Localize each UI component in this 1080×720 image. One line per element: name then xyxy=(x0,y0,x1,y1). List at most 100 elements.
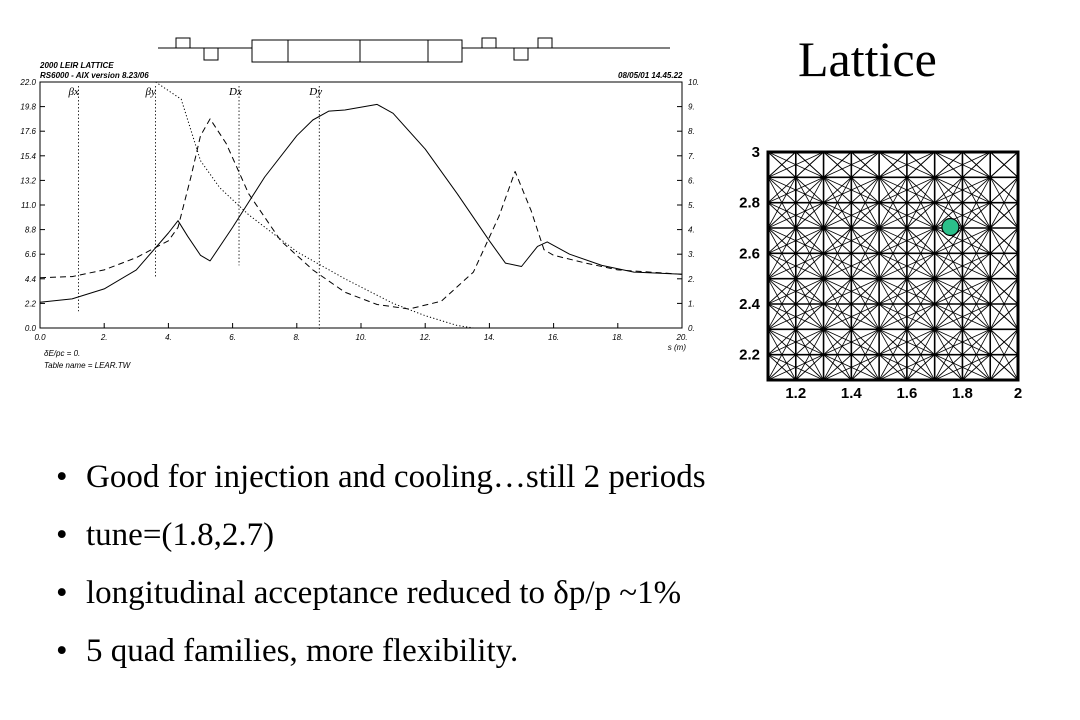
resonance-line xyxy=(795,303,824,330)
y-tick-label-right: 3. xyxy=(688,250,695,259)
resonance-line xyxy=(906,278,935,305)
tune-x-tick-label: 2 xyxy=(1014,385,1022,402)
resonance-line xyxy=(989,278,1019,305)
resonance-line xyxy=(934,227,963,254)
resonance-line xyxy=(934,303,991,330)
resonance-line xyxy=(767,227,797,254)
bullet-item: • tune=(1.8,2.7) xyxy=(56,506,706,564)
resonance-line xyxy=(850,329,880,381)
resonance-line xyxy=(989,151,1019,178)
resonance-line xyxy=(823,227,852,279)
resonance-line xyxy=(823,329,852,381)
bullet-text: Good for injection and cooling…still 2 p… xyxy=(86,459,706,495)
resonance-line xyxy=(851,303,880,330)
resonance-line xyxy=(906,177,935,203)
resonance-line xyxy=(767,151,797,178)
resonance-line xyxy=(878,278,935,305)
resonance-line xyxy=(962,227,991,254)
tune-x-tick-label: 1.2 xyxy=(785,385,806,402)
y-tick-label-left: 6.6 xyxy=(25,250,37,259)
resonance-line xyxy=(934,329,963,355)
resonance-line xyxy=(795,253,824,279)
resonance-line xyxy=(851,151,880,178)
resonance-line xyxy=(962,354,991,381)
y-tick-label-left: 13.2 xyxy=(20,176,36,185)
tune-diagram: 1.2 1.4 1.6 1.8 2 2.2 2.4 2.6 2.8 3 xyxy=(739,144,1022,402)
resonance-line xyxy=(934,177,963,229)
legend-label: Dx xyxy=(228,86,242,98)
bullet-text: longitudinal acceptance reduced to δp/p … xyxy=(86,575,682,611)
legend-label: Dy xyxy=(308,86,322,98)
resonance-line xyxy=(878,329,908,355)
y-tick-label-right: 10. xyxy=(688,78,699,87)
x-tick-label: 0.0 xyxy=(34,333,46,342)
resonance-line xyxy=(767,252,824,280)
resonance-line xyxy=(851,227,880,254)
magnet-block xyxy=(537,37,553,49)
resonance-line xyxy=(878,354,935,381)
bullet-item: • Good for injection and cooling…still 2 … xyxy=(56,448,706,506)
resonance-line xyxy=(767,151,824,178)
resonance-line xyxy=(795,202,824,229)
resonance-line xyxy=(934,278,991,305)
resonance-line xyxy=(767,278,797,330)
resonance-line xyxy=(878,354,908,381)
resonance-line xyxy=(767,354,797,381)
lattice-function-plot: 0.0 2. 4. 6. 8. 10. 12. 14. 16. 18. 20. 0.0 2.2 4.4 6.… xyxy=(19,37,699,370)
resonance-line xyxy=(989,177,1019,203)
x-tick-label: 20. xyxy=(675,333,687,342)
resonance-line xyxy=(962,177,991,229)
resonance-line xyxy=(767,177,797,229)
resonance-line xyxy=(906,227,935,254)
y-tick-label-left: 0.0 xyxy=(25,324,37,333)
bullet-dot: • xyxy=(56,517,68,553)
legend-label: βy xyxy=(145,86,156,98)
resonance-line xyxy=(851,177,880,203)
resonance-line xyxy=(989,354,1019,381)
resonance-line xyxy=(795,354,824,381)
x-tick-label: 2. xyxy=(100,333,108,342)
resonance-line xyxy=(878,151,935,178)
plot-footer-line: δE/pc = 0. xyxy=(44,349,80,358)
working-point xyxy=(941,217,960,237)
resonance-line xyxy=(878,202,908,229)
resonance-line xyxy=(823,252,880,280)
resonance-line xyxy=(823,177,852,229)
resonance-line xyxy=(934,151,963,178)
bullet-item: • 5 quad families, more flexibility. xyxy=(56,622,706,680)
tune-x-tick-label: 1.6 xyxy=(896,385,917,402)
resonance-line xyxy=(962,202,991,229)
resonance-line xyxy=(767,329,797,355)
resonance-line xyxy=(878,328,935,356)
resonance-line xyxy=(878,151,908,178)
resonance-line xyxy=(767,177,797,203)
resonance-line xyxy=(878,176,935,204)
resonance-line xyxy=(989,253,1019,279)
resonance-line xyxy=(906,151,935,178)
resonance-line xyxy=(906,329,935,355)
bullet-dot: • xyxy=(56,459,68,495)
resonance-line xyxy=(823,202,852,229)
y-tick-label-left: 22.0 xyxy=(19,78,36,87)
working-point-marker xyxy=(941,217,960,237)
resonance-line xyxy=(851,253,880,279)
resonance-line xyxy=(795,278,824,330)
plot-text: 0.0 2. 4. 6. 8. 10. 12. 14. 16. 18. 20. 0.0 2.2 4.4 6.… xyxy=(19,61,699,370)
resonance-line xyxy=(906,227,936,279)
resonance-line xyxy=(934,354,991,381)
resonance-line xyxy=(795,177,824,203)
y-tick-label-left: 11.0 xyxy=(21,201,37,210)
resonance-line xyxy=(767,354,824,381)
magnet-block xyxy=(203,47,219,61)
resonance-line xyxy=(962,278,991,330)
resonance-line xyxy=(878,252,935,280)
resonance-line xyxy=(906,177,936,229)
tune-y-tick-label: 2.2 xyxy=(739,347,760,364)
resonance-line xyxy=(767,328,824,356)
y-tick-label-right: 4. xyxy=(688,226,695,235)
resonance-line xyxy=(878,202,935,229)
resonance-line xyxy=(934,328,991,356)
resonance-line xyxy=(795,329,824,381)
bullet-dot: • xyxy=(56,633,68,669)
magnet-block xyxy=(175,37,191,49)
